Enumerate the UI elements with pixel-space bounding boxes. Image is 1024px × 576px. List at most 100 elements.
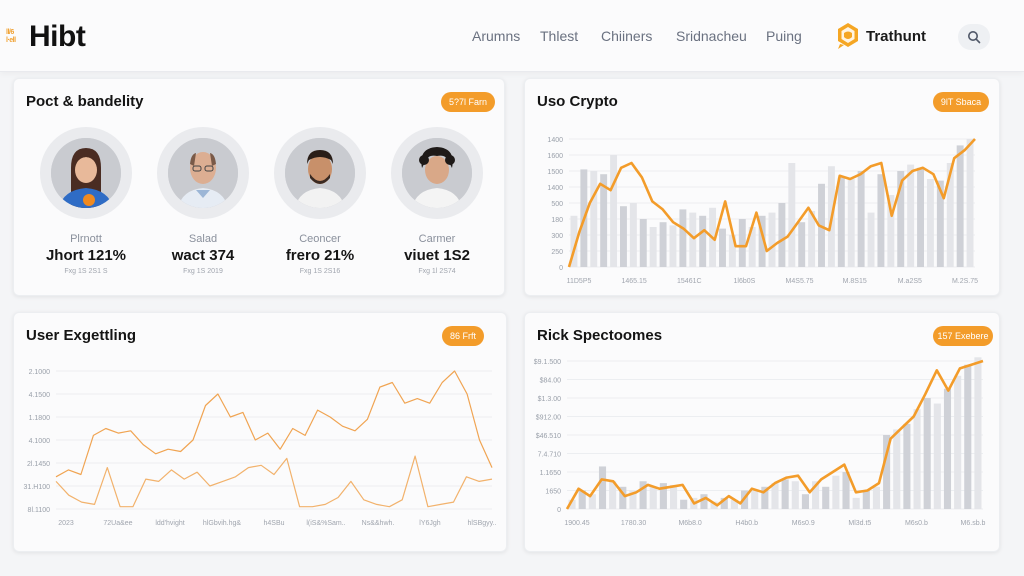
bar [639,481,647,509]
person-date: Fxg 1S 2S1 S [64,268,108,275]
card-action-pill[interactable]: 86 Frft [442,326,484,346]
nav-item-3[interactable]: Chiiners [601,28,653,44]
y-tick-label: 1400 [547,137,563,144]
bar [837,177,845,267]
x-tick-label: h4SBu [263,520,284,527]
bar [758,215,766,267]
line-series [55,370,493,478]
x-tick-label: 2023 [58,520,74,527]
x-tick-label: l(iS&%Sam.. [306,520,345,527]
person-date: Fxg 1S 2S16 [299,268,341,275]
card-title: Uso Crypto [537,93,618,110]
nav-item-1[interactable]: Arumns [472,28,521,44]
nav-item-4[interactable]: Sridnacheu [676,28,747,44]
bar [867,212,875,267]
y-tick-label: $912.00 [536,415,561,422]
person-role: Carmer [418,233,456,245]
person-card[interactable]: Plrnott Jhort 121% Fxg 1S 2S1 S [26,127,146,275]
bar [590,171,598,267]
y-tick-label: 8l.1100 [28,507,51,514]
y-tick-label: 1400 [547,185,563,192]
bar [933,403,941,509]
logo[interactable]: ll/6 l·ell Hibt [6,20,86,54]
person-role: Ceoncer [299,233,341,245]
bar [862,490,870,509]
nav-item-2[interactable]: Thlest [540,28,579,44]
bar [974,357,982,509]
bar [679,209,687,267]
engagement-chart: 8l.1100 31.H100 2l.1450 4.1000 1.1800 4.1500 2… [24,369,497,527]
bar [877,174,885,267]
x-tick-label: 1465.15 [621,278,646,285]
y-tick-label: 0 [557,507,561,514]
avatar [51,138,121,208]
y-tick-label: $1.3.00 [538,396,561,403]
bar [751,490,759,509]
person-value: frero 21% [285,247,355,264]
nav-item-5[interactable]: Puing [766,28,802,44]
x-tick-label: M.8S15 [843,278,867,285]
bald-man-avatar-icon [168,138,238,208]
bar [798,222,806,267]
search-button[interactable] [958,24,990,50]
card-action-pill[interactable]: 5?7l Farn [441,92,495,112]
bar [568,499,576,509]
bar [801,494,809,509]
person-card[interactable]: Carmer viuet 1S2 Fxg 1l 2S74 [377,127,497,275]
line-series [565,359,984,510]
crypto-chart: 0 250 300 180 500 1400 1500 1600 1400 11D5P5 1465.… [547,137,978,285]
bar [659,483,667,509]
bar [887,195,895,267]
card-action-pill[interactable]: 9lT Sbaca [933,92,989,112]
person-role: Salad [188,233,218,245]
logo-mark-icon: ll/6 l·ell [6,23,26,51]
bar [897,171,905,267]
bar [956,145,964,267]
y-tick-label: 0 [559,265,563,272]
y-tick-label: $84.00 [540,378,562,385]
y-tick-label: 180 [551,217,563,224]
bar [822,486,830,509]
bar [852,497,860,509]
bar [946,163,954,267]
avatar-ring [391,127,483,219]
x-tick-label: 1900.45 [564,520,589,527]
y-tick-label: 2.1000 [29,369,51,376]
bar [781,479,789,509]
brand-link[interactable]: Trathunt [836,22,926,50]
y-tick-label: 250 [551,249,563,256]
x-tick-label: M6.sb.b [961,520,986,527]
logo-text: Hibt [29,20,86,53]
y-tick-label: 1.1800 [29,415,51,422]
bar [578,490,586,509]
x-tick-label: H4b0.b [735,520,758,527]
bar [669,225,677,267]
bar [872,486,881,509]
bar [649,486,657,509]
bar [913,409,921,509]
engagement-card: User Exgettling 86 Frft 8l.1100 31.H100 2l… [13,312,507,552]
bar [570,215,578,267]
person-card[interactable]: Salad wact 374 Fxg 1S 2019 [143,127,263,275]
line-series [55,455,493,508]
avatar [285,138,355,208]
bar [659,222,667,267]
bar [788,163,796,267]
x-tick-label: M.2S.75 [952,278,978,285]
bar [680,499,688,509]
person-value: Jhort 121% [45,247,127,264]
y-tick-label: 500 [551,201,563,208]
x-tick-label: 72Ua&ee [103,520,132,527]
bar [761,486,769,509]
person-card[interactable]: Ceoncer frero 21% Fxg 1S 2S16 [260,127,380,275]
hexagon-shield-icon [838,23,858,49]
x-tick-label: 15461C [677,278,702,285]
card-action-pill[interactable]: 157 Exebere [933,326,993,346]
y-tick-label: 1500 [547,169,563,176]
line-series [567,138,976,268]
bar [883,435,891,509]
bar [936,180,944,267]
y-tick-label: 4.1000 [29,438,51,445]
bar [791,481,799,509]
bar [738,219,746,267]
